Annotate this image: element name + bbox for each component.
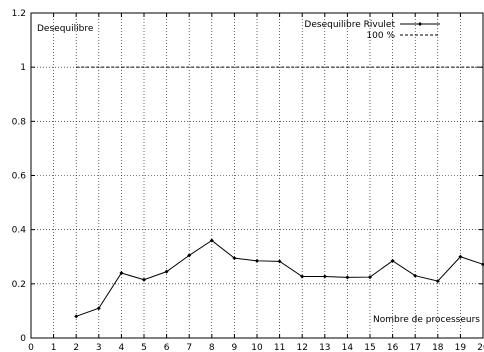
y-axis-label: Desequilibre: [37, 24, 94, 34]
y-tick-label: 0.2: [12, 280, 26, 290]
data-point-0: [142, 277, 146, 282]
y-tick-label: 1.2: [12, 9, 26, 19]
x-tick-label: 8: [209, 343, 215, 352]
x-tick-label: 13: [319, 343, 330, 352]
x-tick-label: 2: [73, 343, 79, 352]
x-tick-label: 3: [96, 343, 102, 352]
data-point-0: [164, 269, 169, 274]
y-tick-label: 1: [20, 63, 26, 73]
x-tick-label: 11: [274, 343, 285, 352]
data-point-0: [232, 256, 237, 261]
x-tick-label: 16: [387, 343, 399, 352]
x-tick-label: 1: [51, 343, 57, 352]
y-tick-label: 0.6: [12, 172, 27, 182]
data-point-0: [277, 259, 282, 264]
data-point-0: [435, 279, 440, 284]
x-axis-label: Nombre de processeurs: [373, 315, 480, 325]
legend-marker-rivulet: [418, 22, 422, 26]
x-tick-label: 4: [119, 343, 125, 352]
y-tick-label: 0: [20, 334, 26, 344]
data-point-0: [74, 314, 79, 319]
x-tick-label: 0: [28, 343, 34, 352]
data-point-0: [413, 273, 418, 278]
data-point-0: [187, 253, 192, 258]
series-layer: [74, 66, 484, 319]
x-tick-label: 17: [409, 343, 420, 352]
data-point-0: [458, 254, 463, 259]
legend-label-rivulet: Desequilibre Rivulet: [304, 20, 395, 30]
data-point-0: [300, 274, 305, 279]
x-tick-label: 5: [141, 343, 147, 352]
y-tick-label: 0.8: [12, 117, 27, 127]
x-tick-label: 12: [296, 343, 307, 352]
x-tick-label: 7: [186, 343, 192, 352]
data-point-0: [96, 306, 101, 311]
grid: [31, 13, 483, 338]
data-point-0: [481, 262, 484, 267]
axis-ticks: [30, 12, 484, 339]
x-tick-label: 10: [251, 343, 263, 352]
data-point-0: [368, 275, 372, 280]
x-tick-label: 6: [164, 343, 170, 352]
data-point-0: [345, 275, 350, 280]
tick-labels: 0123456789101112131415161718192000.20.40…: [12, 9, 484, 352]
data-point-0: [390, 258, 395, 263]
x-tick-label: 20: [477, 343, 484, 352]
x-tick-label: 15: [364, 343, 375, 352]
legend: Desequilibre Rivulet 100 %: [304, 20, 440, 41]
legend-label-100-percent: 100 %: [366, 31, 395, 41]
x-tick-label: 14: [342, 343, 354, 352]
data-point-0: [322, 274, 327, 279]
x-tick-label: 19: [455, 343, 467, 352]
x-tick-label: 9: [232, 343, 238, 352]
x-tick-label: 18: [432, 343, 444, 352]
data-point-0: [119, 271, 124, 275]
data-point-0: [255, 258, 259, 263]
data-point-0: [209, 238, 214, 243]
y-tick-label: 0.4: [12, 226, 27, 236]
